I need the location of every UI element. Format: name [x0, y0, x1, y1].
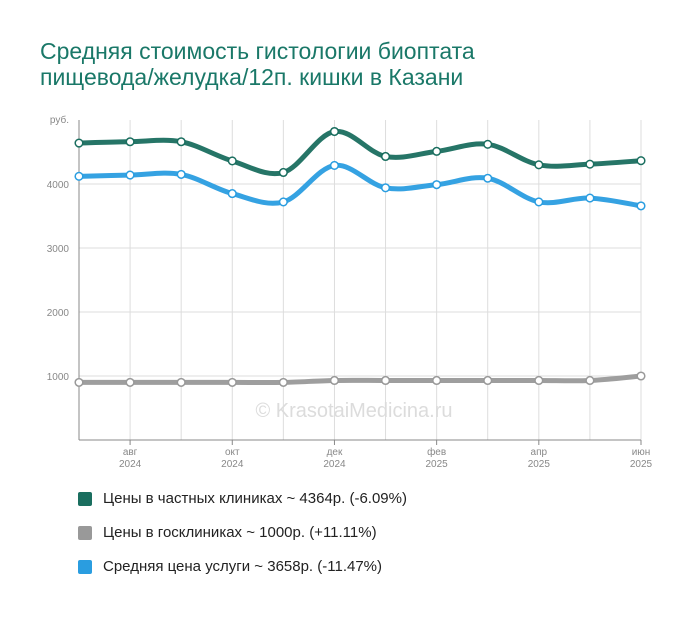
legend-swatch-average — [78, 560, 92, 574]
y-tick-label: 1000 — [47, 372, 70, 383]
data-point-private — [380, 151, 391, 162]
x-tick-label-year: 2024 — [119, 459, 142, 470]
x-tick-label-year: 2025 — [528, 459, 551, 470]
y-tick-label: 2000 — [47, 308, 70, 319]
chart-title-line-2: пищевода/желудка/12п. кишки в Казани — [40, 64, 464, 90]
series-line-private — [76, 129, 644, 177]
legend-swatch-state — [78, 526, 92, 540]
data-point-private — [636, 156, 646, 166]
data-point-state — [74, 377, 84, 387]
data-point-private — [432, 146, 442, 156]
data-point-private — [176, 137, 186, 147]
data-point-state — [125, 377, 135, 387]
data-point-average — [278, 197, 288, 207]
x-tick-label-year: 2025 — [426, 459, 449, 470]
x-tick-label-year: 2025 — [630, 459, 653, 470]
data-point-average — [534, 197, 544, 207]
data-point-state — [176, 377, 186, 387]
data-point-average — [176, 169, 186, 179]
axes: 1000200030004000руб.авг2024окт2024дек202… — [47, 114, 653, 470]
series-line-average — [76, 162, 644, 209]
data-point-state — [585, 375, 595, 386]
data-point-private — [125, 137, 135, 147]
data-point-private — [227, 156, 237, 166]
x-tick-label-month: апр — [531, 447, 548, 458]
x-tick-label-month: дек — [327, 447, 343, 458]
x-tick-label-year: 2024 — [221, 459, 244, 470]
data-point-average — [227, 189, 237, 199]
legend-label-average: Средняя цена услуги ~ 3658р. (-11.47%) — [103, 558, 383, 575]
data-point-state — [329, 375, 340, 386]
series-line-state — [76, 373, 644, 386]
x-tick-label-month: авг — [123, 447, 138, 458]
y-unit-label: руб. — [50, 114, 69, 126]
data-point-private — [278, 167, 288, 178]
x-tick-label-month: фев — [427, 446, 446, 458]
data-point-state — [278, 377, 288, 387]
data-point-state — [534, 375, 544, 386]
x-tick-label-year: 2024 — [323, 459, 346, 470]
data-point-private — [329, 126, 340, 137]
y-tick-label: 3000 — [47, 244, 70, 255]
data-point-state — [483, 375, 493, 386]
legend-label-state: Цены в госклиниках ~ 1000р. (+11.11%) — [103, 524, 377, 541]
data-point-average — [432, 180, 442, 190]
data-point-average — [585, 193, 595, 203]
legend-label-private: Цены в частных клиниках ~ 4364р. (-6.09%… — [103, 490, 407, 507]
data-point-state — [636, 371, 646, 381]
data-point-average — [483, 173, 493, 183]
legend-swatch-private — [78, 492, 92, 506]
x-tick-label-month: июн — [632, 447, 651, 458]
chart-title: Средняя стоимость гистологии биоптата пи… — [40, 38, 680, 90]
y-tick-label: 4000 — [47, 180, 70, 191]
data-point-state — [380, 375, 391, 386]
data-point-average — [329, 160, 340, 170]
x-tick-label-month: окт — [225, 447, 240, 458]
data-point-average — [380, 183, 391, 193]
data-point-private — [74, 138, 84, 148]
watermark: © KrasotaiMedicina.ru — [255, 400, 452, 422]
data-point-average — [125, 170, 135, 180]
data-point-average — [74, 171, 84, 181]
data-point-private — [534, 160, 544, 170]
data-point-private — [483, 139, 493, 149]
data-point-state — [432, 375, 442, 386]
data-point-average — [636, 201, 646, 211]
chart-title-line-1: Средняя стоимость гистологии биоптата — [40, 38, 475, 64]
series — [74, 126, 646, 387]
data-point-state — [227, 377, 237, 387]
data-point-private — [585, 159, 595, 169]
